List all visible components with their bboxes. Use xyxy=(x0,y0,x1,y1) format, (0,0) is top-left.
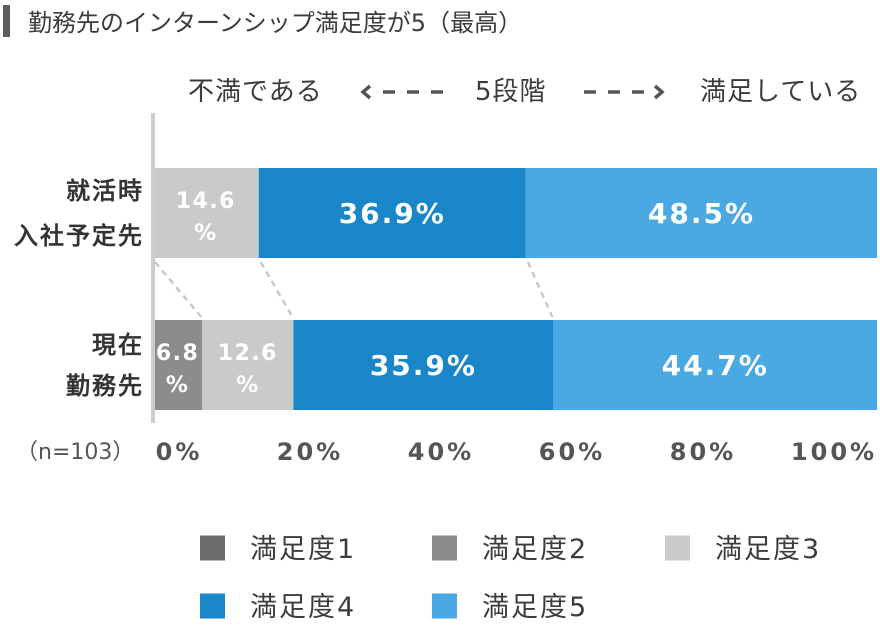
bar-segment-row-2-satisfaction-4 xyxy=(293,320,554,410)
right-arrow-icon xyxy=(584,84,665,100)
legend-item-satisfaction-1: 満足度1 xyxy=(200,534,356,565)
chart-title: 勤務先のインターンシップ満足度が5（最高） xyxy=(28,9,522,37)
bar-segment-row-1-satisfaction-5 xyxy=(525,168,877,258)
legend-label: 満足度3 xyxy=(715,534,821,565)
bar-segment-row-1-satisfaction-3 xyxy=(153,168,259,258)
bar-segment-row-2-satisfaction-5 xyxy=(553,320,877,410)
title-marker xyxy=(3,5,10,37)
x-axis-tick-labels: 0% 20% 40% 60% 80% 100% xyxy=(156,438,877,466)
legend-swatch xyxy=(432,535,457,561)
data-label-row-1-satisfaction-4: 36.9% xyxy=(339,197,446,230)
x-tick-label-100: 100% xyxy=(791,438,877,466)
x-tick-label-40: 40% xyxy=(408,438,474,466)
x-tick-label-0: 0% xyxy=(156,438,203,466)
category-label-row-1-line-2: 入社予定先 xyxy=(14,222,144,250)
legend-swatch xyxy=(432,593,457,619)
series-connectors xyxy=(154,261,554,318)
data-label-row-1-satisfaction-5: 48.5% xyxy=(648,197,755,230)
legend-swatch xyxy=(200,535,225,561)
data-labels: 14.6% 36.9% 48.5% 6.8% 12.6% 35.9% 44.7% xyxy=(156,189,769,398)
legend: 満足度1 満足度2 満足度3 満足度4 満足度5 xyxy=(200,534,821,623)
bar-segment-row-2-satisfaction-2 xyxy=(153,320,203,410)
data-label-row-1-satisfaction-3-unit: % xyxy=(194,221,218,246)
scale-left-label: 不満である xyxy=(188,77,323,107)
legend-item-satisfaction-4: 満足度4 xyxy=(200,592,356,623)
series-connector-3 xyxy=(259,261,294,318)
legend-label: 満足度1 xyxy=(250,534,356,565)
x-tick-label-60: 60% xyxy=(539,438,605,466)
data-label-row-1-satisfaction-3-value: 14.6 xyxy=(176,189,236,214)
legend-item-satisfaction-5: 満足度5 xyxy=(432,592,588,623)
category-label-row-2-line-2: 勤務先 xyxy=(66,372,144,400)
category-label-row-2-line-1: 現在 xyxy=(92,331,144,359)
left-arrow-icon xyxy=(360,84,443,100)
x-tick-label-20: 20% xyxy=(277,438,343,466)
bar-segments xyxy=(153,168,877,410)
legend-label: 満足度4 xyxy=(250,592,356,623)
bar-segment-row-2-satisfaction-3 xyxy=(202,320,294,410)
x-tick-label-80: 80% xyxy=(670,438,736,466)
sample-size-label: （n=103） xyxy=(16,440,134,465)
bar-segment-row-1-satisfaction-4 xyxy=(258,168,526,258)
legend-label: 満足度5 xyxy=(482,592,588,623)
series-connector-2 xyxy=(154,261,203,318)
series-connector-4 xyxy=(526,261,554,318)
category-label-row-1-line-1: 就活時 xyxy=(66,177,144,205)
data-label-row-2-satisfaction-2-unit: % xyxy=(166,373,190,398)
data-label-row-2-satisfaction-2-value: 6.8 xyxy=(156,341,199,366)
legend-label: 満足度2 xyxy=(482,534,588,565)
legend-item-satisfaction-3: 満足度3 xyxy=(665,534,821,565)
data-label-row-2-satisfaction-3-unit: % xyxy=(236,373,260,398)
scale-right-label: 満足している xyxy=(700,77,861,107)
data-label-row-2-satisfaction-5: 44.7% xyxy=(662,349,769,382)
legend-swatch xyxy=(200,593,225,619)
data-label-row-2-satisfaction-4: 35.9% xyxy=(370,349,477,382)
scale-center-label: 5段階 xyxy=(475,77,547,107)
data-label-row-2-satisfaction-3-value: 12.6 xyxy=(218,341,278,366)
legend-swatch xyxy=(665,535,690,561)
legend-item-satisfaction-2: 満足度2 xyxy=(432,534,588,565)
